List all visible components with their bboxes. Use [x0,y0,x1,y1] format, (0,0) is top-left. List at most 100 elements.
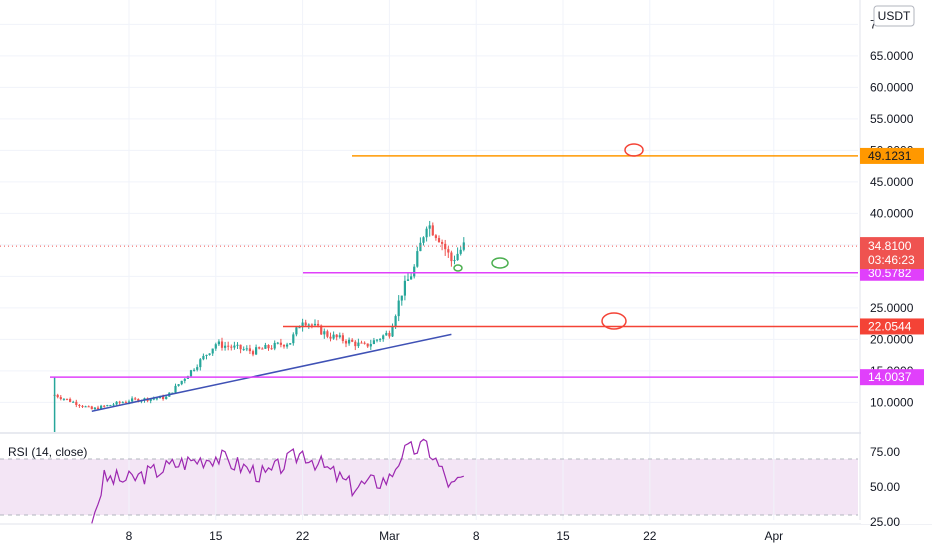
price-tick-label: 25.0000 [870,301,914,315]
candle-body [422,237,425,243]
candle-body [205,354,208,356]
price-tick-label: 45.0000 [870,175,914,189]
candle-body [369,343,372,347]
candle-body [372,340,375,344]
candle-body [165,396,168,400]
candle-body [335,334,338,338]
trend-line [91,333,452,412]
candle-body [177,384,180,386]
candle-body [81,405,84,407]
rsi-tick-label: 25.00 [870,515,900,529]
candle-body [56,394,59,398]
candle-body [317,323,320,326]
candle-body [245,348,248,350]
price-level-tag-label: 22.0544 [868,319,912,333]
price-level-tag-label: 30.5782 [868,266,912,280]
candle-body [227,345,230,347]
candle-body [261,348,264,350]
candle-body [385,332,388,336]
time-tick-label: 22 [296,529,310,543]
candle-body [313,323,317,326]
candle-body [348,339,351,344]
candle-body [242,349,245,351]
candle-body [267,344,270,349]
time-tick-label: 15 [209,529,223,543]
candle-body [109,405,112,407]
time-tick-label: 15 [556,529,570,543]
candle-body [298,327,301,329]
candle-body [248,348,251,352]
rsi-line [91,438,464,524]
candle-body [391,326,394,337]
annotation-circle [453,264,463,272]
candle-body [366,343,369,347]
current-price-label: 34.8100 [868,239,912,253]
candle-body [344,340,348,344]
candle-body [121,402,124,404]
candle-body [112,404,115,406]
price-tick-label: 40.0000 [870,206,914,220]
candle-body [341,335,344,341]
candle-body [279,342,282,345]
candle-body [75,401,78,405]
candle-body [416,251,419,267]
candle-body [236,344,239,346]
candle-body [329,336,332,339]
candle-body [462,242,465,250]
candle-body [431,225,434,236]
price-tick-label: 55.0000 [870,112,914,126]
candle-body [456,253,459,261]
candle-body [214,344,217,349]
candle-body [183,378,186,381]
candle-body [459,249,462,254]
time-tick-label: Mar [379,529,400,543]
candle-body [310,324,313,326]
candle-body [332,334,335,339]
price-level-tag [860,318,924,335]
candle-body [100,405,103,410]
candle-body [406,279,410,281]
candle-body [301,322,304,328]
candle-body [217,341,220,345]
rsi-band-fill [0,459,858,515]
candle-body [397,300,400,317]
candle-body [149,398,152,401]
candle-body [255,347,258,355]
candle-body [437,238,441,243]
candle-body [282,344,286,347]
candle-body [127,401,131,403]
candle-body [134,398,137,400]
candle-body [273,342,276,349]
candle-body [413,266,416,277]
candle-body [379,339,382,341]
candle-body [87,406,90,408]
candle-body [93,407,96,410]
candle-body [72,401,75,403]
price-tick-label: 65.0000 [870,49,914,63]
candle-body [354,341,357,347]
candle-body [338,335,341,338]
annotation-circle [624,143,644,157]
candle-body [171,392,174,394]
candle-body [208,353,211,355]
candle-body [453,260,456,262]
candle-body [394,316,397,327]
candle-body [65,398,69,400]
candle-body [286,344,289,347]
candle-body [441,242,444,244]
candle-body [62,398,65,400]
price-level-tag [860,147,924,164]
candle-body [78,404,81,406]
candle-body [131,398,134,402]
candle-body [375,339,379,341]
candle-body [425,228,428,238]
time-tick-label: 22 [643,529,657,543]
candle-body [323,331,326,335]
candle-body [351,339,354,342]
time-tick-label: 8 [473,529,480,543]
candle-body [326,331,329,337]
candle-body [258,347,261,349]
candle-body [230,346,233,348]
